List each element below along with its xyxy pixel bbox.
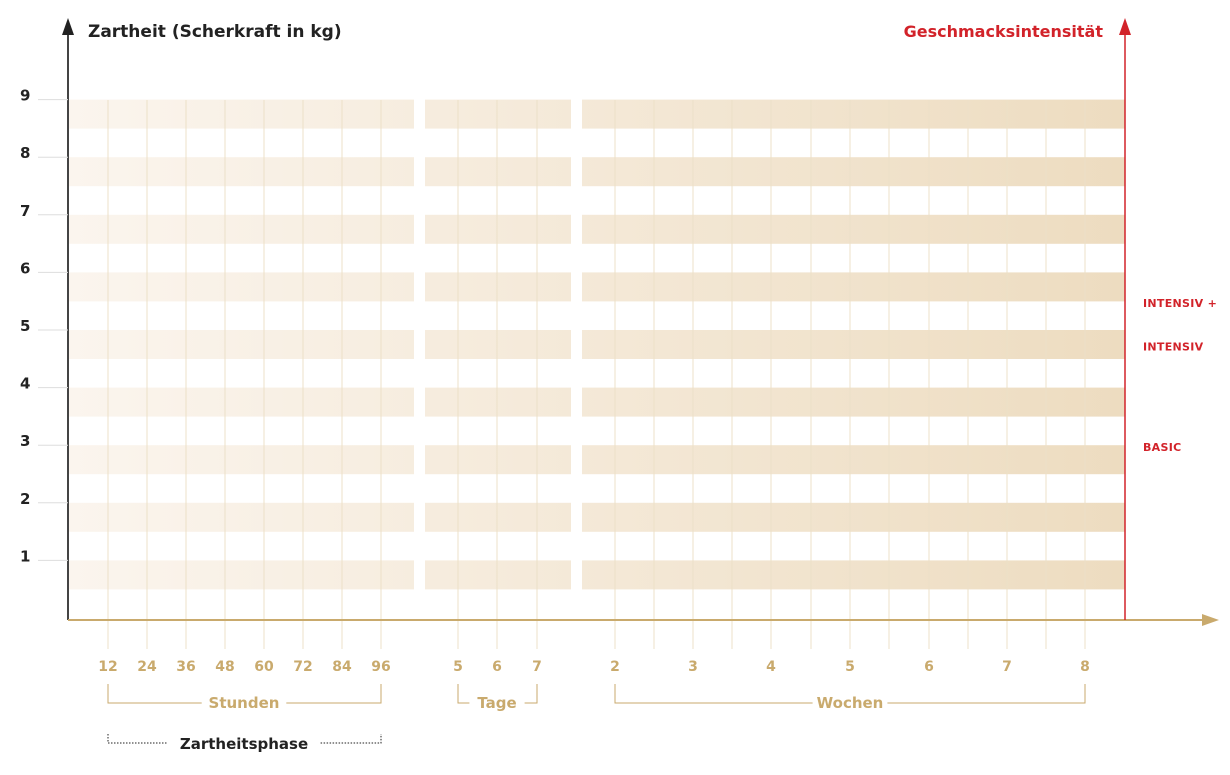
group-label: Stunden xyxy=(209,694,280,712)
y-tick-label: 6 xyxy=(20,259,30,277)
group-label: Tage xyxy=(477,694,516,712)
band-8-seg-3 xyxy=(582,157,1125,187)
band-2-seg-2 xyxy=(425,502,571,532)
intensity-level-label: BASIC xyxy=(1143,441,1182,454)
vertical-gridlines xyxy=(107,100,1086,649)
intensity-levels: BASIC INTENSIV INTENSIV + xyxy=(1143,297,1217,454)
band-7-seg-1 xyxy=(68,214,414,244)
y-tick-label: 5 xyxy=(20,317,30,335)
x-tick-label: 7 xyxy=(532,659,542,675)
band-7-seg-2 xyxy=(425,214,571,244)
band-9-seg-3 xyxy=(582,99,1125,129)
band-3-seg-2 xyxy=(425,445,571,475)
band-7-seg-3 xyxy=(582,214,1125,244)
x-tick-label: 8 xyxy=(1080,659,1090,675)
x-tick-label: 84 xyxy=(332,659,352,675)
group-bracket xyxy=(107,684,382,704)
y-axis-arrow xyxy=(62,18,74,35)
x-tick-label: 3 xyxy=(688,659,698,675)
phase-label: Zartheitsphase xyxy=(180,735,308,753)
secondary-axis-title: Geschmacksintensität xyxy=(904,22,1104,41)
x-tick-label: 12 xyxy=(98,659,117,675)
y-tick-label: 3 xyxy=(20,432,30,450)
band-6-seg-1 xyxy=(68,272,414,302)
band-2-seg-1 xyxy=(68,502,414,532)
group-bracket xyxy=(614,684,1086,704)
x-tick-labels: 12 24 36 48 60 72 84 96 5 6 7 2 3 4 5 6 7 8 xyxy=(98,659,1090,675)
y-tick-labels: 1 2 3 4 5 6 7 8 9 xyxy=(20,87,68,565)
band-4-seg-2 xyxy=(425,387,571,417)
band-1-seg-1 xyxy=(68,560,414,590)
band-3-seg-3 xyxy=(582,445,1125,475)
band-1-seg-2 xyxy=(425,560,571,590)
x-tick-label: 7 xyxy=(1002,659,1012,675)
x-tick-label: 36 xyxy=(176,659,195,675)
secondary-axis-arrow xyxy=(1119,18,1131,35)
y-tick-label: 2 xyxy=(20,490,30,508)
y-tick-label: 4 xyxy=(20,375,30,393)
band-6-seg-2 xyxy=(425,272,571,302)
band-9-seg-1 xyxy=(68,99,414,129)
y-tick-label: 1 xyxy=(20,547,30,565)
band-4-seg-3 xyxy=(582,387,1125,417)
x-tick-label: 5 xyxy=(845,659,855,675)
x-tick-label: 48 xyxy=(215,659,234,675)
band-2-seg-3 xyxy=(582,502,1125,532)
x-tick-label: 6 xyxy=(492,659,502,675)
band-5-seg-2 xyxy=(425,330,571,359)
band-8-seg-1 xyxy=(68,157,414,187)
y-axis-title: Zartheit (Scherkraft in kg) xyxy=(88,22,342,42)
x-tick-label: 96 xyxy=(371,659,390,675)
bands xyxy=(68,99,1125,590)
y-tick-label: 9 xyxy=(20,87,30,105)
band-3-seg-1 xyxy=(68,445,414,475)
y-tick-label: 7 xyxy=(20,202,30,220)
phase-bracket xyxy=(107,734,382,744)
x-tick-label: 24 xyxy=(137,659,157,675)
group-brackets: Stunden Tage Wochen Zartheitsphase xyxy=(107,684,1086,753)
band-1-seg-3 xyxy=(582,560,1125,590)
intensity-level-label: INTENSIV xyxy=(1143,340,1204,353)
x-tick-label: 2 xyxy=(610,659,620,675)
intensity-level-label: INTENSIV + xyxy=(1143,297,1217,310)
band-4-seg-1 xyxy=(68,387,414,417)
x-tick-label: 72 xyxy=(293,659,312,675)
x-axis-arrow xyxy=(1202,614,1219,626)
group-bracket xyxy=(457,684,538,704)
y-tick-label: 8 xyxy=(20,144,30,162)
band-6-seg-3 xyxy=(582,272,1125,302)
x-tick-label: 60 xyxy=(254,659,274,675)
band-9-seg-2 xyxy=(425,99,571,129)
x-tick-label: 4 xyxy=(766,659,776,675)
x-tick-label: 6 xyxy=(924,659,934,675)
band-8-seg-2 xyxy=(425,157,571,187)
group-label: Wochen xyxy=(817,694,884,712)
band-5-seg-3 xyxy=(582,330,1125,359)
band-5-seg-1 xyxy=(68,330,414,359)
x-tick-label: 5 xyxy=(453,659,463,675)
